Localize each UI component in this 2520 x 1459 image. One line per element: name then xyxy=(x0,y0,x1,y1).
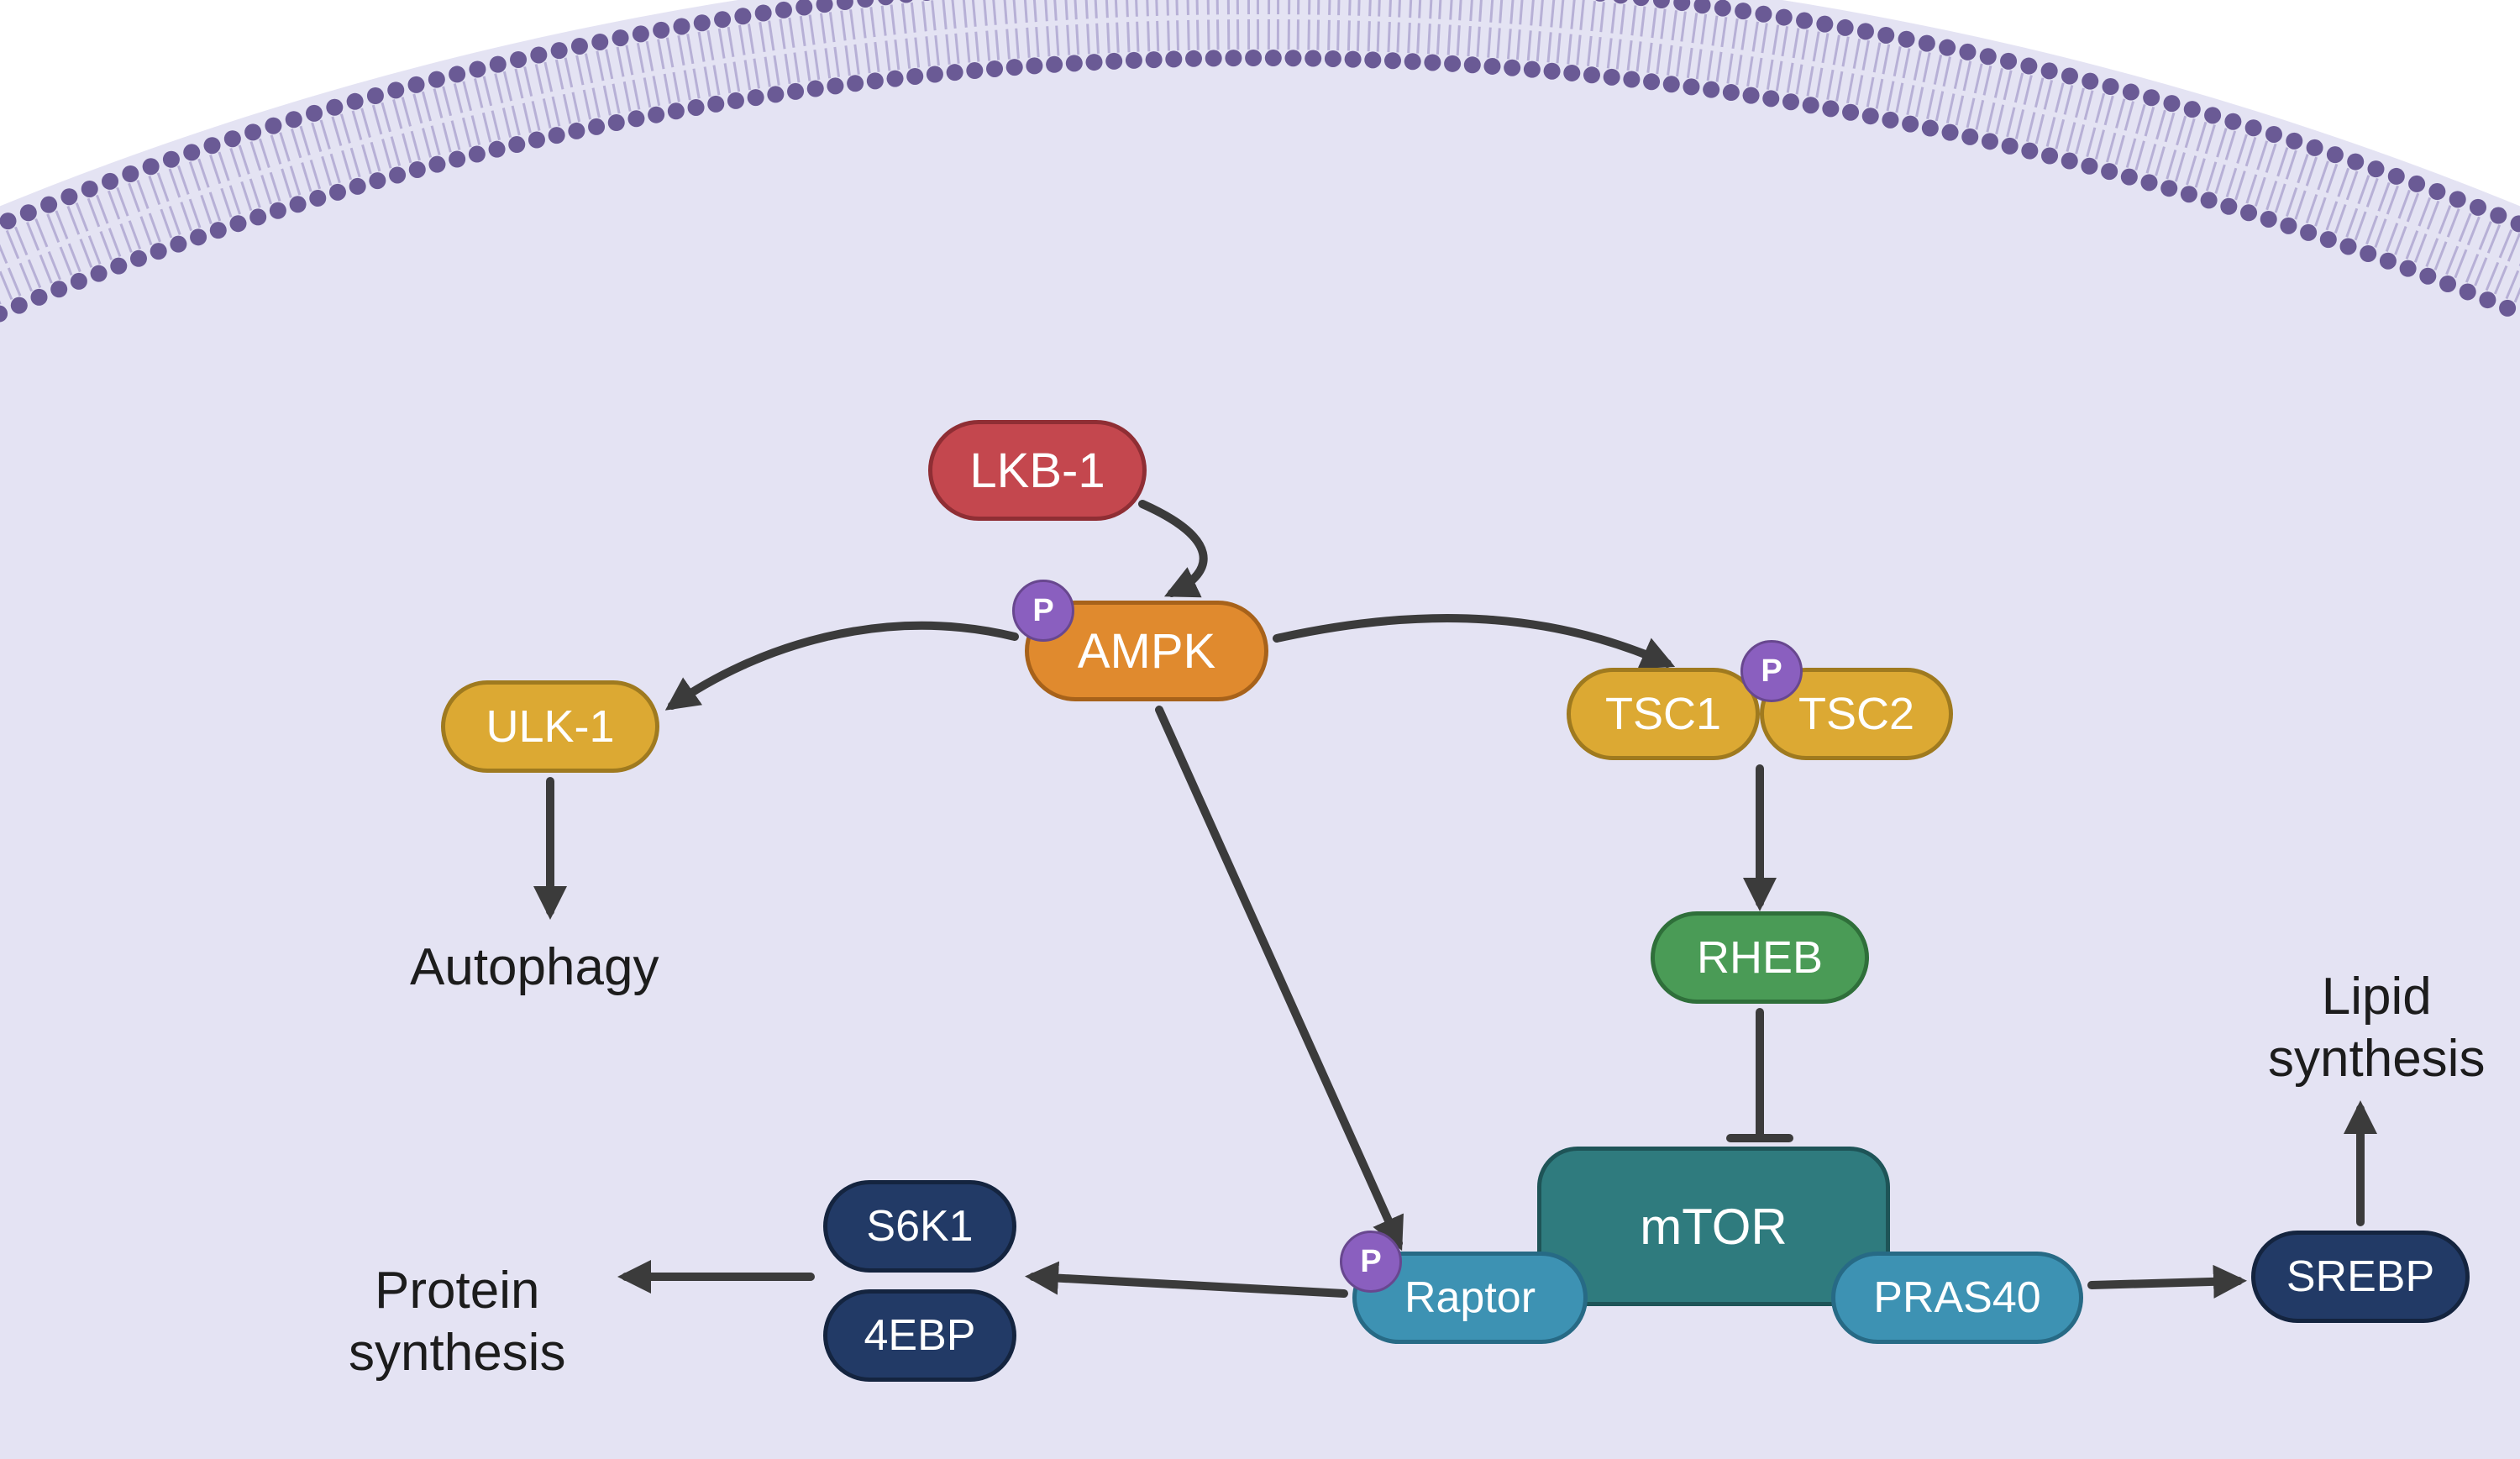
protein-tsc1: TSC1 xyxy=(1567,668,1760,760)
arrow-mtor-s6k xyxy=(1033,1277,1344,1294)
protein-s6k1: S6K1 xyxy=(823,1180,1016,1273)
outcome-lipid: Lipidsynthesis xyxy=(2268,966,2485,1091)
arrow-mtor-srebp xyxy=(2092,1281,2239,1285)
arrow-ampk-tsc xyxy=(1277,618,1667,664)
protein-pras40: PRAS40 xyxy=(1831,1252,2083,1344)
outcome-autophagy: Autophagy xyxy=(410,937,659,999)
phospho-ampk_p: P xyxy=(1012,580,1074,642)
protein-rheb: RHEB xyxy=(1651,911,1869,1004)
membrane-layer xyxy=(0,0,2520,1459)
protein-lkb1: LKB-1 xyxy=(928,420,1147,521)
protein-srebp: SREBP xyxy=(2251,1231,2470,1323)
phospho-tsc_p: P xyxy=(1740,640,1803,702)
arrow-ampk-raptor xyxy=(1159,710,1399,1243)
arrow-lkb1-ampk xyxy=(1142,504,1204,593)
phospho-raptor_p: P xyxy=(1340,1231,1402,1293)
extracellular-space xyxy=(0,0,2520,215)
arrow-ampk-ulk1 xyxy=(672,626,1015,706)
arrows-layer xyxy=(0,0,2520,1459)
protein-ulk1: ULK-1 xyxy=(441,680,659,773)
protein-4ebp: 4EBP xyxy=(823,1289,1016,1382)
outcome-protein: Proteinsynthesis xyxy=(349,1260,565,1385)
